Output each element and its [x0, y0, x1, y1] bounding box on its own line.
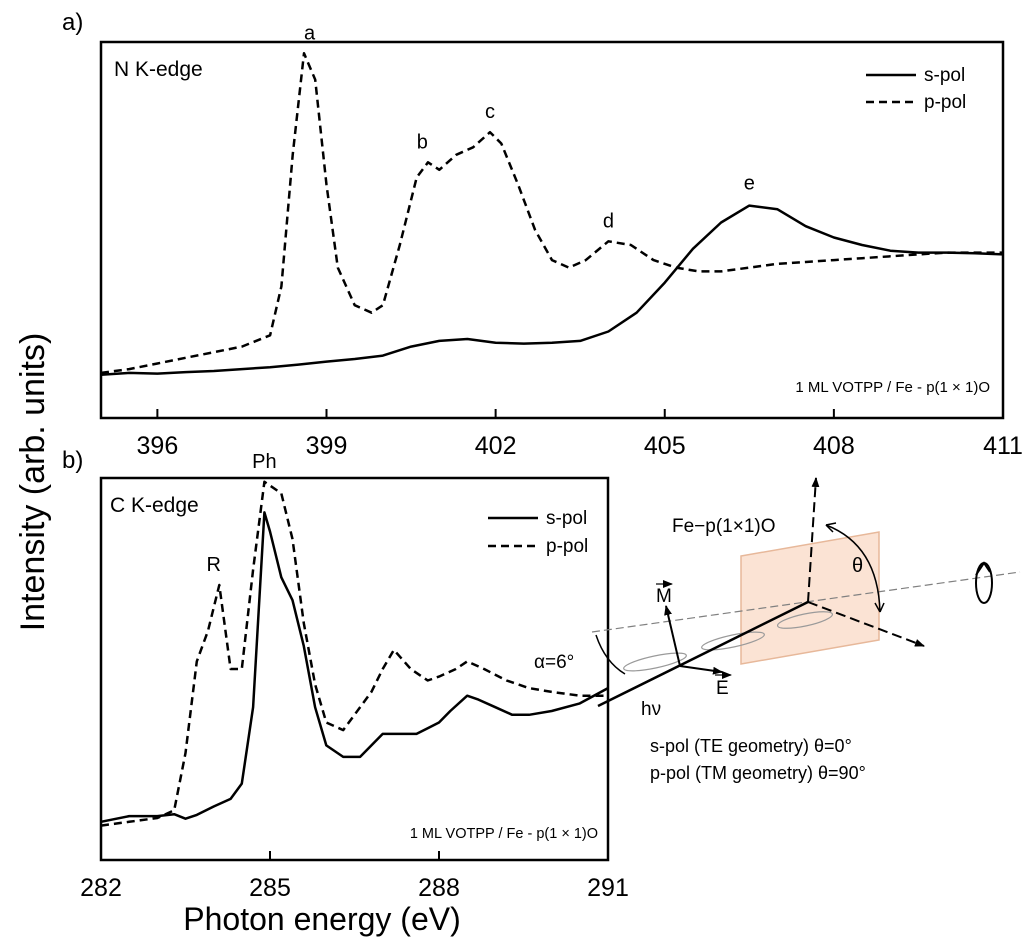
- x-axis-label: Photon energy (eV): [183, 901, 461, 937]
- panel-a-x-tick-label: 396: [137, 432, 179, 460]
- panel-b-title: C K-edge: [110, 494, 199, 517]
- beam-polarization-loop: [701, 631, 765, 651]
- panel-a-peak-label: c: [485, 101, 495, 123]
- panel-a-x-tick-label: 405: [644, 432, 686, 460]
- panel-a-x-tick-label: 408: [813, 432, 855, 460]
- surface-normal-axis: [807, 477, 820, 603]
- panel-b: b) C K-edge 1 ML VOTPP / Fe - p(1 × 1)O …: [62, 447, 629, 902]
- sample-label: Fe−p(1×1)O: [672, 516, 776, 537]
- panel-a-x-tick-label: 402: [475, 432, 517, 460]
- panel-b-x-tick-label: 282: [80, 874, 122, 902]
- panel-a-title: N K-edge: [114, 58, 203, 81]
- panel-a-x-tick-label: 411: [983, 432, 1023, 460]
- panel-a-peak-label: e: [744, 173, 755, 195]
- magnetization-label: M: [656, 586, 672, 607]
- panel-a-x-tick-label: 399: [306, 432, 348, 460]
- theta-arc: [825, 524, 881, 613]
- sample-plane: [740, 531, 880, 665]
- beam-polarization-loop: [623, 652, 687, 672]
- panel-a-x-ticks: 396 399 402 405 408 411: [137, 409, 1023, 460]
- panel-a-series-p-pol-line: [100, 52, 1003, 375]
- panel-a-series: [100, 52, 1004, 377]
- panel-a: a) N K-edge 1 ML VOTPP / Fe - p(1 × 1)O …: [62, 9, 1023, 460]
- panel-a-peak-label: a: [304, 22, 316, 44]
- y-axis-label: Intensity (arb. units): [14, 333, 52, 632]
- panel-b-x-tick-label: 291: [587, 874, 629, 902]
- circular-polarization-arrow-icon: [975, 561, 991, 576]
- panel-b-series-s-pol-line: [100, 511, 609, 824]
- circular-polarization-icon: [975, 562, 993, 604]
- p-pol-geometry-note: p-pol (TM geometry) θ=90°: [650, 763, 866, 783]
- panel-a-series-s-pol-line: [100, 204, 1004, 377]
- panel-b-x-tick-label: 285: [249, 874, 291, 902]
- beam-polarization-loop: [776, 611, 834, 629]
- theta-arc-head-bottom: [874, 602, 885, 613]
- panel-b-legend: s-pol p-pol: [488, 508, 588, 557]
- theta-arc-head-top: [825, 522, 837, 533]
- panel-b-series-p-pol-line: [100, 480, 608, 827]
- e-field-arrow: [679, 665, 723, 675]
- panel-b-peak-labels: R Ph: [206, 451, 276, 576]
- panel-b-sample-annotation: 1 ML VOTPP / Fe - p(1 × 1)O: [410, 826, 598, 842]
- panel-b-peak-label: Ph: [252, 451, 276, 473]
- alpha-arc: [595, 634, 626, 675]
- e-field-label: E: [716, 678, 729, 699]
- magnetization-arrow: [664, 605, 681, 667]
- photon-label: hν: [641, 699, 661, 720]
- panel-a-legend-p-pol-label: p-pol: [924, 92, 966, 113]
- panel-a-peak-label: d: [603, 210, 614, 232]
- panel-a-sample-annotation: 1 ML VOTPP / Fe - p(1 × 1)O: [795, 379, 990, 396]
- panel-a-legend-s-pol-label: s-pol: [924, 65, 965, 86]
- panel-b-frame: [99, 476, 610, 862]
- in-plane-axis: [807, 601, 925, 647]
- alpha-label: α=6°: [534, 652, 574, 673]
- panel-a-peak-label: b: [417, 131, 428, 153]
- panel-b-x-ticks: 282 285 288 291: [80, 851, 629, 902]
- panel-a-label: a): [62, 9, 83, 36]
- panel-a-legend: s-pol p-pol: [866, 65, 966, 113]
- panel-a-frame: [99, 40, 1005, 420]
- panel-b-peak-label: R: [206, 554, 220, 576]
- panel-b-label: b): [62, 447, 83, 474]
- s-pol-geometry-note: s-pol (TE geometry) θ=0°: [650, 736, 852, 756]
- panel-b-x-tick-label: 288: [418, 874, 460, 902]
- panel-b-legend-s-pol-label: s-pol: [546, 508, 587, 529]
- panel-a-peak-labels: a b c d e: [304, 22, 755, 232]
- panel-b-legend-p-pol-label: p-pol: [546, 536, 588, 557]
- geometry-diagram: θ Fe−p(1×1)O M E hν α=6° s-pol (TE geome…: [534, 477, 1021, 783]
- theta-label: θ: [852, 555, 863, 577]
- panel-b-series: [100, 480, 609, 827]
- incident-beam-line: [597, 600, 809, 708]
